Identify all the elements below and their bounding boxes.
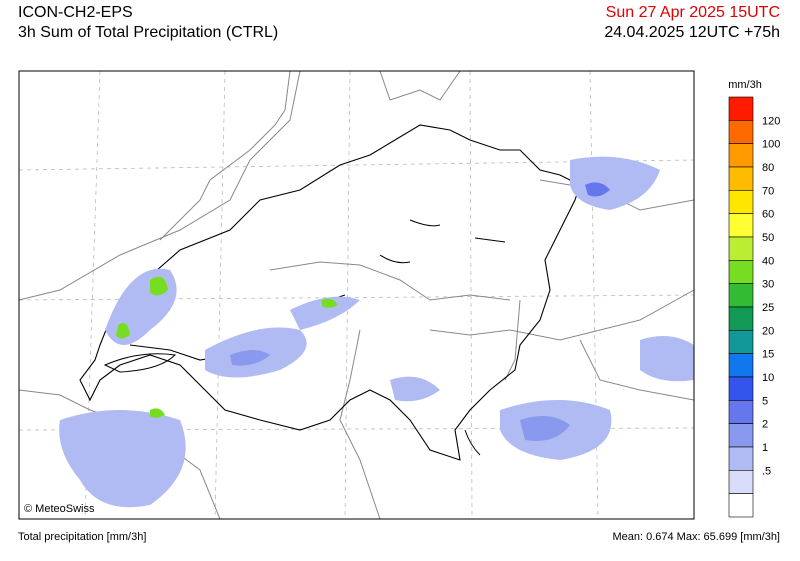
- legend-label: 50: [762, 232, 774, 244]
- product-name: 3h Sum of Total Precipitation (CTRL): [18, 24, 279, 41]
- map-frame: [18, 70, 695, 520]
- legend-label: 30: [762, 279, 774, 291]
- legend-swatch: [728, 493, 754, 518]
- legend-swatch: [728, 283, 754, 308]
- footer-right: Mean: 0.674 Max: 65.699 [mm/3h]: [612, 531, 780, 543]
- legend-label: 2: [762, 419, 768, 431]
- legend-swatch: [728, 190, 754, 214]
- legend-swatch: [728, 446, 754, 471]
- legend-swatch: [728, 353, 754, 378]
- legend-swatch: [728, 96, 754, 121]
- legend-unit: mm/3h: [728, 79, 762, 91]
- legend-swatch: [728, 213, 754, 238]
- legend-label: 100: [762, 139, 780, 151]
- legend-swatch: [728, 423, 754, 448]
- legend-label: 80: [762, 162, 774, 174]
- legend-label: 20: [762, 325, 774, 337]
- legend-label: .5: [762, 465, 771, 477]
- legend-swatch: [728, 166, 754, 191]
- lakes: [103, 219, 506, 456]
- valid-time: Sun 27 Apr 2025 15UTC: [605, 4, 780, 21]
- legend-label: 40: [762, 255, 774, 267]
- legend-swatch: [728, 376, 754, 401]
- legend-label: 5: [762, 395, 768, 407]
- legend-swatch: [728, 120, 754, 144]
- legend-swatch: [728, 143, 754, 168]
- legend-label: 120: [762, 115, 780, 127]
- footer-left: Total precipitation [mm/3h]: [18, 531, 147, 543]
- credit: © MeteoSwiss: [24, 503, 95, 515]
- precipitation: [59, 156, 694, 508]
- color-legend: mm/3h 120 100 80 70 60 50 40 30 25 20 15 10 5 2 1 .5: [728, 79, 780, 518]
- legend-swatch: [728, 260, 754, 284]
- legend-swatch: [728, 236, 754, 261]
- borders: [18, 70, 695, 520]
- legend-label: 15: [762, 349, 774, 361]
- model-name: ICON-CH2-EPS: [18, 4, 133, 21]
- legend-swatch: [728, 470, 754, 494]
- legend-label: 60: [762, 209, 774, 221]
- legend-label: 25: [762, 302, 774, 314]
- legend-swatch: [728, 330, 754, 354]
- legend-label: 10: [762, 372, 774, 384]
- legend-swatch: [728, 400, 754, 424]
- legend-label: 70: [762, 185, 774, 197]
- run-time: 24.04.2025 12UTC +75h: [604, 24, 780, 41]
- legend-swatch: [728, 306, 754, 331]
- legend-label: 1: [762, 442, 768, 454]
